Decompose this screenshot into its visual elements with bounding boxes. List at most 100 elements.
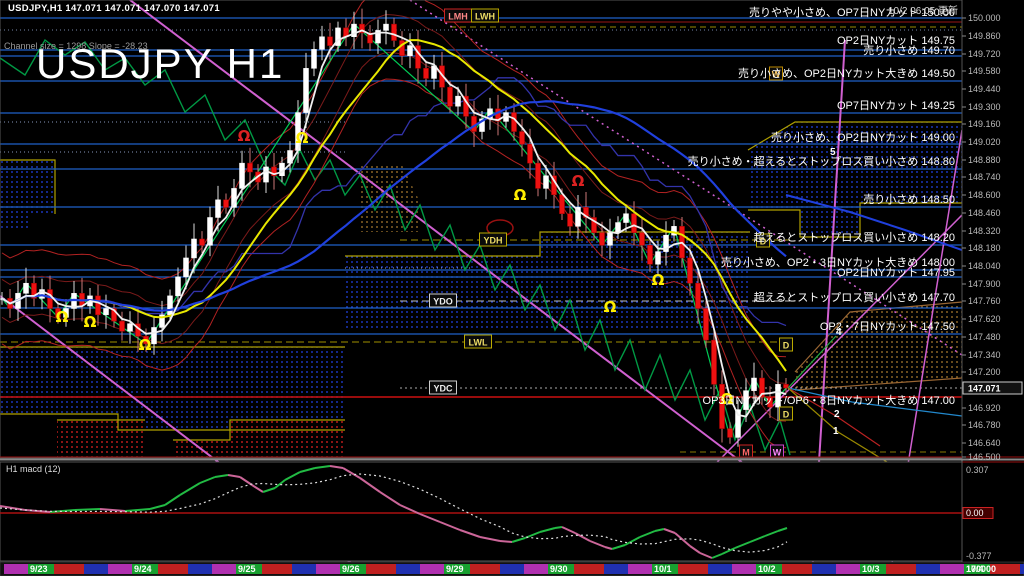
- date-label[interactable]: 9/24: [134, 564, 152, 574]
- candle-down: [767, 396, 773, 408]
- kumo-cloud: [57, 420, 145, 458]
- kumo-cloud: [0, 160, 55, 230]
- candle-up: [159, 314, 165, 328]
- date-label[interactable]: 9/29: [446, 564, 464, 574]
- candle-down: [111, 308, 117, 322]
- axis-tick-label: 149.160: [968, 119, 1001, 129]
- session-segment: [524, 564, 548, 574]
- axis-tick-label: 148.320: [968, 226, 1001, 236]
- macd-indicator-label: H1 macd (12): [6, 464, 61, 474]
- ma-slow-blue-ext: [785, 194, 962, 251]
- session-segment: [812, 564, 836, 574]
- order-annotation-text: 売りやや小さめ、OP7日NYカット 150.00: [749, 6, 955, 19]
- date-label[interactable]: 9/30: [550, 564, 568, 574]
- date-label[interactable]: 9/25: [238, 564, 256, 574]
- pivot-labels-layer: LMH LWH W YDH D YDO LWL YDC D D M W: [429, 8, 793, 459]
- channel-info-text: Channel size = 1298 Slope = -28.23: [4, 41, 148, 51]
- macd-panel-bg: [0, 461, 963, 562]
- macd-main-line: [777, 527, 788, 532]
- date-label[interactable]: 10/4: [966, 564, 984, 574]
- candle-up: [215, 199, 221, 218]
- macd-main-line: [663, 528, 676, 534]
- pivot-label-box: [779, 406, 793, 421]
- candle-up: [575, 207, 581, 227]
- candle-up: [351, 23, 357, 37]
- candle-down: [415, 45, 421, 69]
- axis-tick-label: 147.340: [968, 350, 1001, 360]
- pivot-label-text: LWL: [469, 338, 488, 348]
- fan-number-label: 5: [830, 147, 836, 158]
- macd-main-line: [611, 544, 626, 550]
- axis-tick-label: 149.440: [968, 84, 1001, 94]
- session-segment: [990, 564, 1020, 574]
- ma-slow-blue: [1, 100, 787, 312]
- omega-signal-icon: Ω: [721, 390, 734, 408]
- date-label[interactable]: 9/26: [342, 564, 360, 574]
- candle-down: [447, 87, 453, 107]
- session-segment: [4, 564, 28, 574]
- date-label[interactable]: 9/23: [30, 564, 48, 574]
- current-price-label: 147.071: [968, 384, 1001, 394]
- axis-tick-label: 148.180: [968, 243, 1001, 253]
- axis-tick-label: 146.780: [968, 420, 1001, 430]
- session-segment: [756, 564, 782, 574]
- pivot-label-text: D: [783, 410, 790, 420]
- pivot-label-text: W: [772, 70, 781, 80]
- candle-down: [367, 32, 373, 44]
- candle-down: [631, 213, 637, 233]
- fan-line: [787, 387, 963, 417]
- session-segment: [132, 564, 158, 574]
- macd-main-line: [674, 532, 691, 547]
- candle-down: [495, 108, 501, 122]
- macd-main-line: [314, 465, 331, 469]
- candle-up: [375, 30, 381, 44]
- order-annotation-text: 売り小さめ、OP2日NYカット大きめ 149.50: [738, 66, 955, 80]
- pivot-label-box: [464, 334, 492, 349]
- macd-main-line: [199, 476, 216, 484]
- date-label[interactable]: 10/1: [654, 564, 672, 574]
- candle-up: [183, 257, 189, 278]
- macd-main-line: [711, 553, 723, 559]
- main-panel-border: [0, 0, 963, 459]
- candle-down: [759, 377, 765, 398]
- macd-main-line: [574, 532, 591, 542]
- fan-line: [787, 387, 881, 447]
- bar-count-label: 170000: [966, 564, 996, 574]
- candle-up: [167, 295, 173, 316]
- fan-number-label: 4: [836, 327, 842, 338]
- omega-signal-icon: Ω: [514, 186, 527, 204]
- order-annotation-text: OP2日NYカット 147.95: [837, 266, 955, 279]
- macd-main-line: [749, 535, 766, 543]
- symbol-ohlc-readout: USDJPY,H1 147.071 147.071 147.070 147.07…: [8, 3, 220, 14]
- candle-down: [695, 282, 701, 309]
- fan-number-label: 1: [833, 426, 839, 437]
- session-segment: [470, 564, 500, 574]
- candle-down: [591, 217, 597, 233]
- session-segment: [340, 564, 366, 574]
- omega-signal-icon: Ω: [604, 298, 617, 316]
- macd-main-line: [359, 477, 381, 493]
- macd-main-line: [734, 541, 751, 549]
- candle-up: [615, 222, 621, 233]
- macd-main-line: [479, 536, 501, 542]
- candle-down: [711, 339, 717, 385]
- date-label[interactable]: 10/2: [758, 564, 776, 574]
- kumo-cloud: [358, 165, 418, 232]
- macd-signal-line: [0, 473, 788, 553]
- macd-main-line: [284, 471, 301, 481]
- axis-tick-label: 148.040: [968, 261, 1001, 271]
- candle-up: [623, 213, 629, 223]
- macd-main-line: [49, 509, 76, 513]
- session-segment: [860, 564, 886, 574]
- axis-tick-label: 147.620: [968, 314, 1001, 324]
- order-annotation-text: 超えるとストップロス買い小さめ 148.20: [754, 230, 955, 244]
- candle-up: [735, 409, 741, 438]
- session-segment: [28, 564, 54, 574]
- macd-main-line: [511, 537, 526, 543]
- session-segment: [54, 564, 84, 574]
- session-segment: [886, 564, 916, 574]
- date-label[interactable]: 10/3: [862, 564, 880, 574]
- candle-down: [391, 23, 397, 41]
- candle-down: [639, 232, 645, 246]
